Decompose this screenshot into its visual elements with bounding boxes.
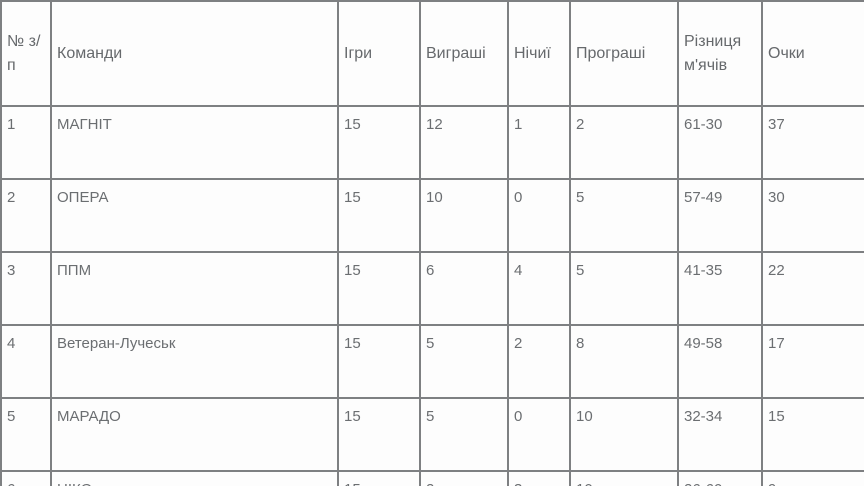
cell-goal-diff: 61-30 (677, 105, 763, 180)
cell-points: 22 (761, 251, 864, 326)
cell-rank: 3 (0, 251, 52, 326)
table-row: 3 ППМ 15 6 4 5 41-35 22 (0, 251, 864, 326)
cell-losses: 8 (569, 324, 679, 399)
table-row: 5 МАРАДО 15 5 0 10 32-34 15 (0, 397, 864, 472)
cell-rank: 4 (0, 324, 52, 399)
cell-draws: 3 (507, 470, 571, 486)
col-header-losses: Програші (569, 0, 679, 107)
cell-team: МАРАДО (50, 397, 339, 472)
col-header-goal-diff: Різниця м'ячів (677, 0, 763, 107)
cell-points: 9 (761, 470, 864, 486)
cell-rank: 6 (0, 470, 52, 486)
cell-points: 30 (761, 178, 864, 253)
table-row: 4 Ветеран-Лучеськ 15 5 2 8 49-58 17 (0, 324, 864, 399)
col-header-number: № з/п (0, 0, 52, 107)
cell-losses: 5 (569, 178, 679, 253)
cell-team: МАГНІТ (50, 105, 339, 180)
cell-losses: 2 (569, 105, 679, 180)
cell-points: 37 (761, 105, 864, 180)
cell-wins: 6 (419, 251, 509, 326)
cell-draws: 0 (507, 397, 571, 472)
cell-games: 15 (337, 397, 421, 472)
cell-losses: 5 (569, 251, 679, 326)
cell-games: 15 (337, 324, 421, 399)
cell-wins: 5 (419, 324, 509, 399)
col-header-points: Очки (761, 0, 864, 107)
cell-games: 15 (337, 470, 421, 486)
cell-rank: 2 (0, 178, 52, 253)
table-row: 1 МАГНІТ 15 12 1 2 61-30 37 (0, 105, 864, 180)
cell-goal-diff: 57-49 (677, 178, 763, 253)
cell-goal-diff: 49-58 (677, 324, 763, 399)
cell-points: 17 (761, 324, 864, 399)
cell-games: 15 (337, 105, 421, 180)
cell-goal-diff: 41-35 (677, 251, 763, 326)
col-header-teams: Команди (50, 0, 339, 107)
header-row: № з/п Команди Ігри Виграші Нічиї Програш… (0, 0, 864, 107)
cell-losses: 10 (569, 470, 679, 486)
cell-wins: 2 (419, 470, 509, 486)
table-row: 2 ОПЕРА 15 10 0 5 57-49 30 (0, 178, 864, 253)
col-header-draws: Нічиї (507, 0, 571, 107)
col-header-wins: Виграші (419, 0, 509, 107)
cell-team: Ветеран-Лучеськ (50, 324, 339, 399)
cell-games: 15 (337, 251, 421, 326)
cell-rank: 1 (0, 105, 52, 180)
cell-wins: 10 (419, 178, 509, 253)
table-row: 6 НІКО 15 2 3 10 26-60 9 (0, 470, 864, 486)
cell-points: 15 (761, 397, 864, 472)
cell-team: ОПЕРА (50, 178, 339, 253)
cell-draws: 4 (507, 251, 571, 326)
cell-draws: 2 (507, 324, 571, 399)
cell-goal-diff: 26-60 (677, 470, 763, 486)
cell-team: НІКО (50, 470, 339, 486)
cell-draws: 0 (507, 178, 571, 253)
cell-losses: 10 (569, 397, 679, 472)
cell-goal-diff: 32-34 (677, 397, 763, 472)
cell-games: 15 (337, 178, 421, 253)
cell-wins: 12 (419, 105, 509, 180)
cell-team: ППМ (50, 251, 339, 326)
col-header-games: Ігри (337, 0, 421, 107)
cell-draws: 1 (507, 105, 571, 180)
cell-rank: 5 (0, 397, 52, 472)
cell-wins: 5 (419, 397, 509, 472)
